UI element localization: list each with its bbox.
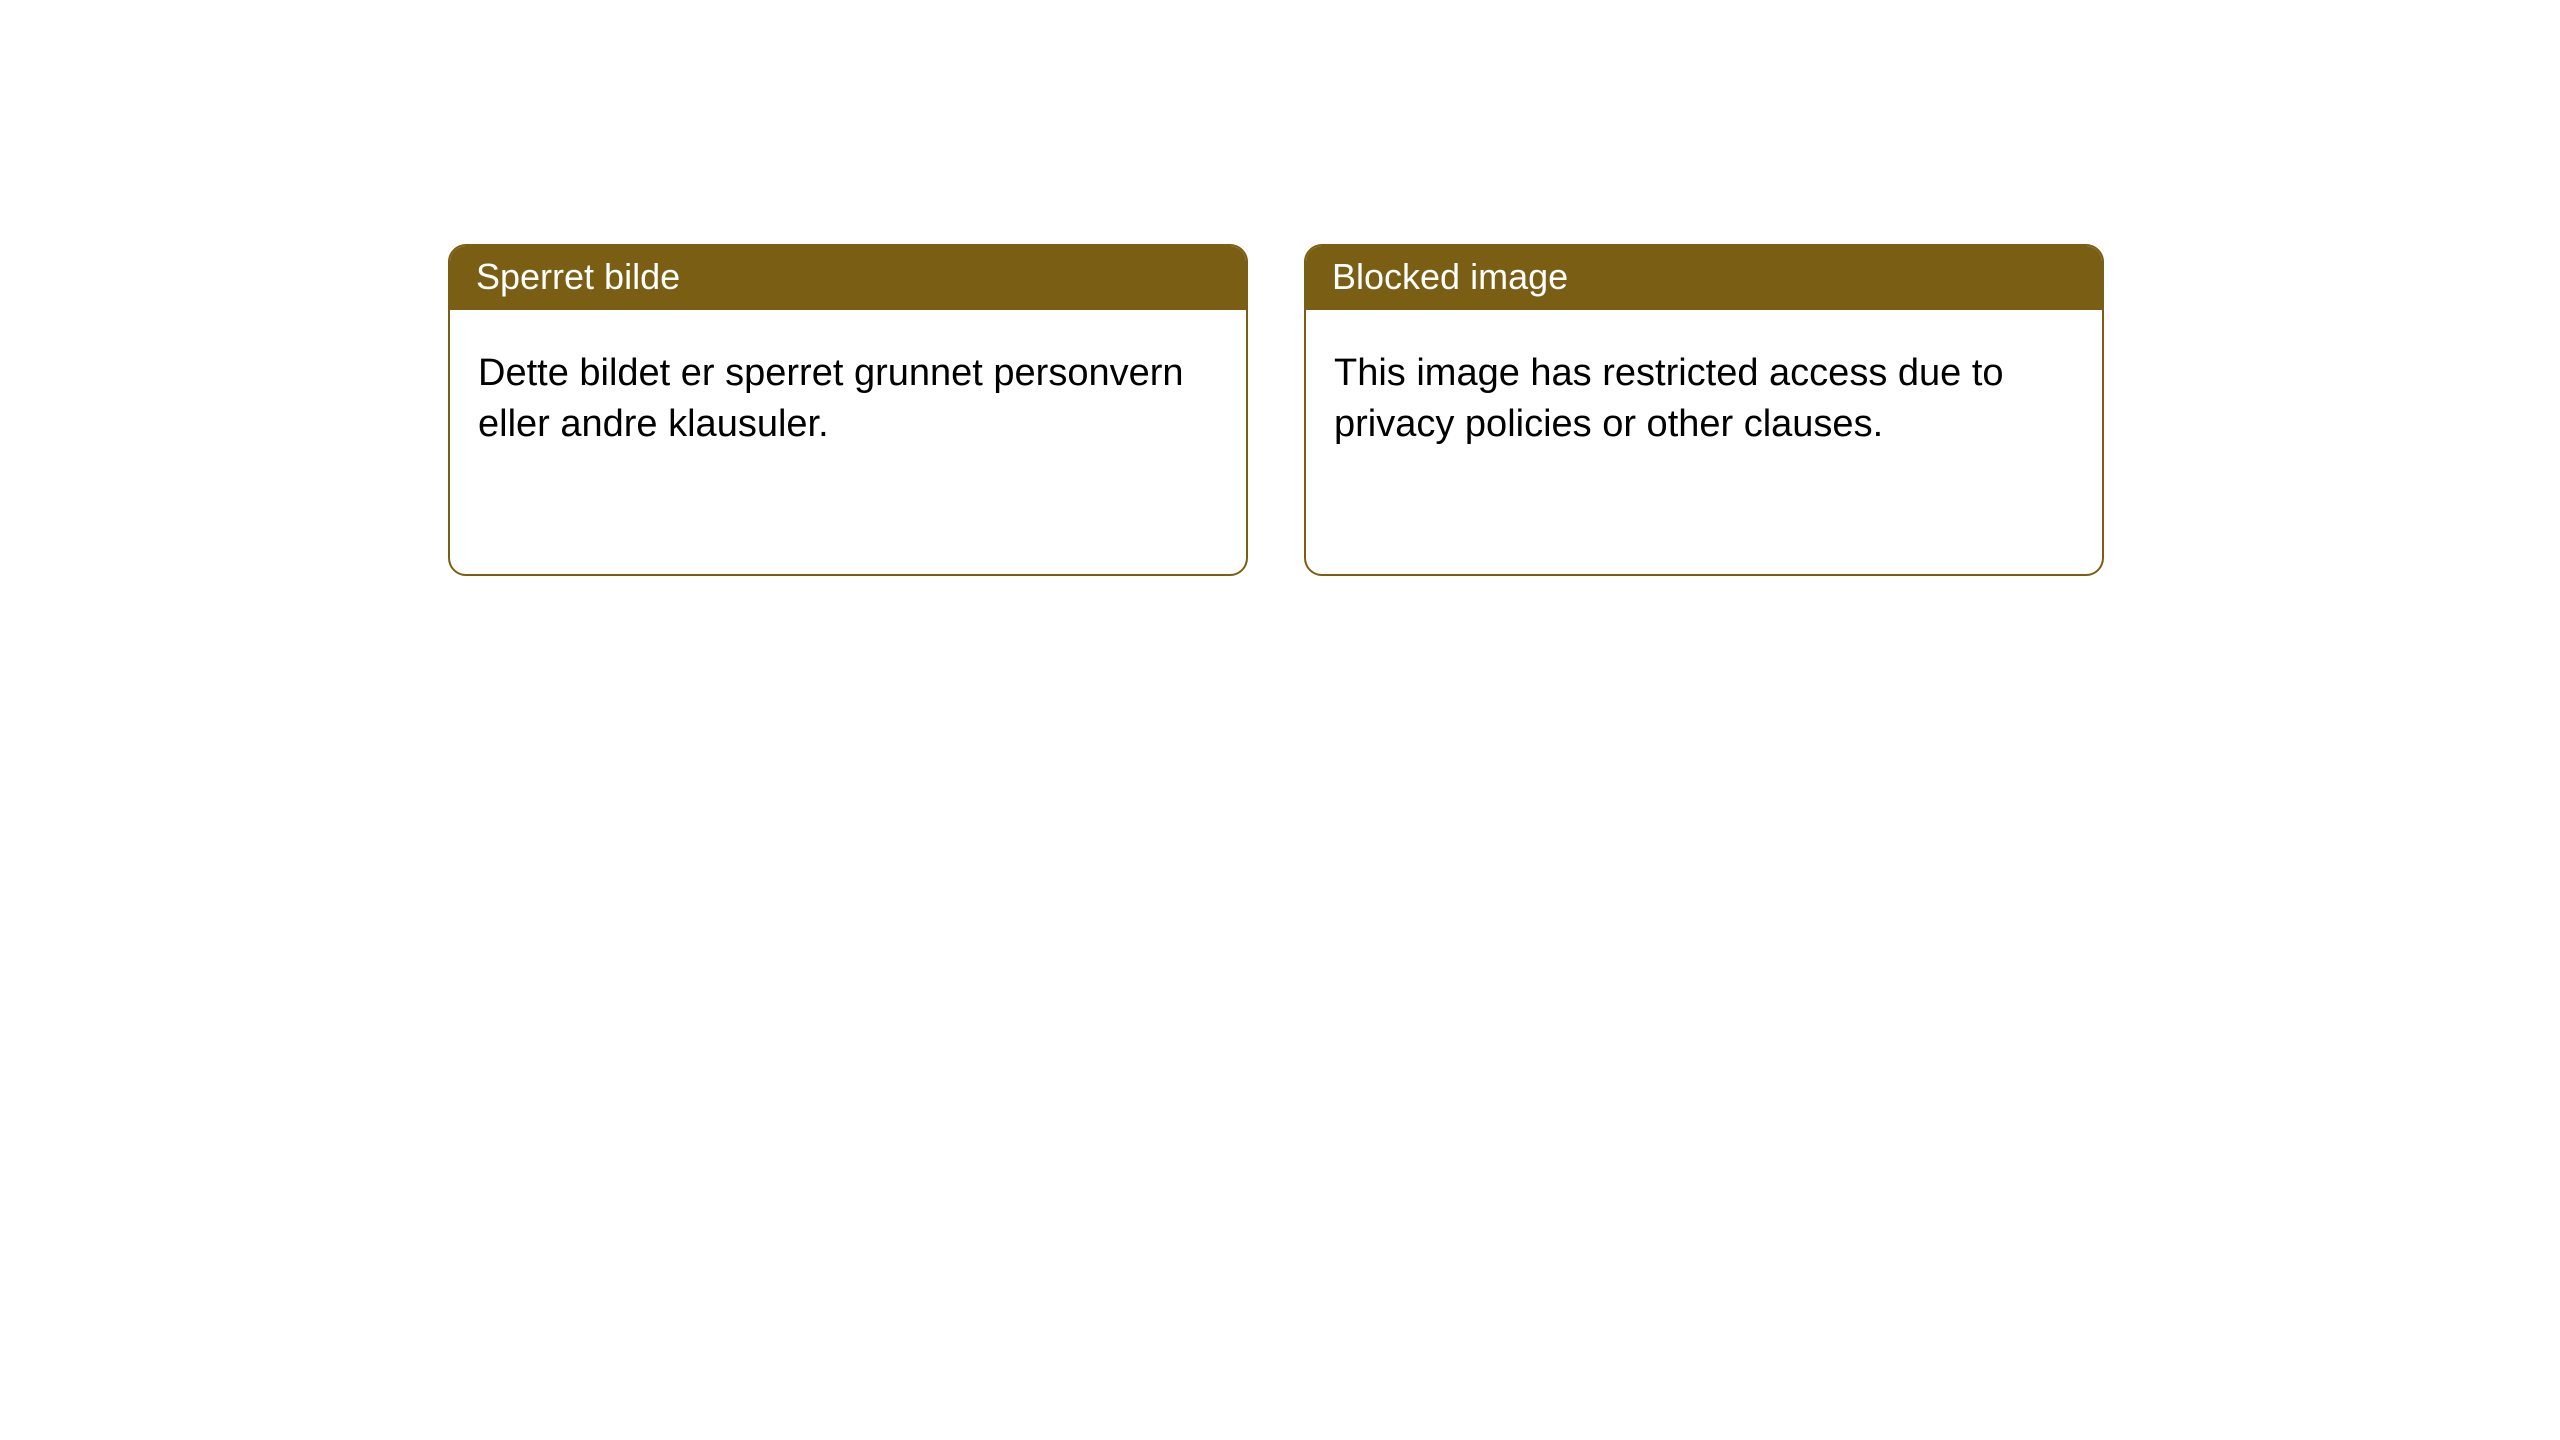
notice-title-en: Blocked image (1306, 246, 2102, 310)
notice-card-no: Sperret bilde Dette bildet er sperret gr… (448, 244, 1248, 576)
notice-container: Sperret bilde Dette bildet er sperret gr… (0, 0, 2560, 576)
notice-card-en: Blocked image This image has restricted … (1304, 244, 2104, 576)
notice-body-no: Dette bildet er sperret grunnet personve… (450, 310, 1246, 479)
notice-title-no: Sperret bilde (450, 246, 1246, 310)
notice-body-en: This image has restricted access due to … (1306, 310, 2102, 479)
